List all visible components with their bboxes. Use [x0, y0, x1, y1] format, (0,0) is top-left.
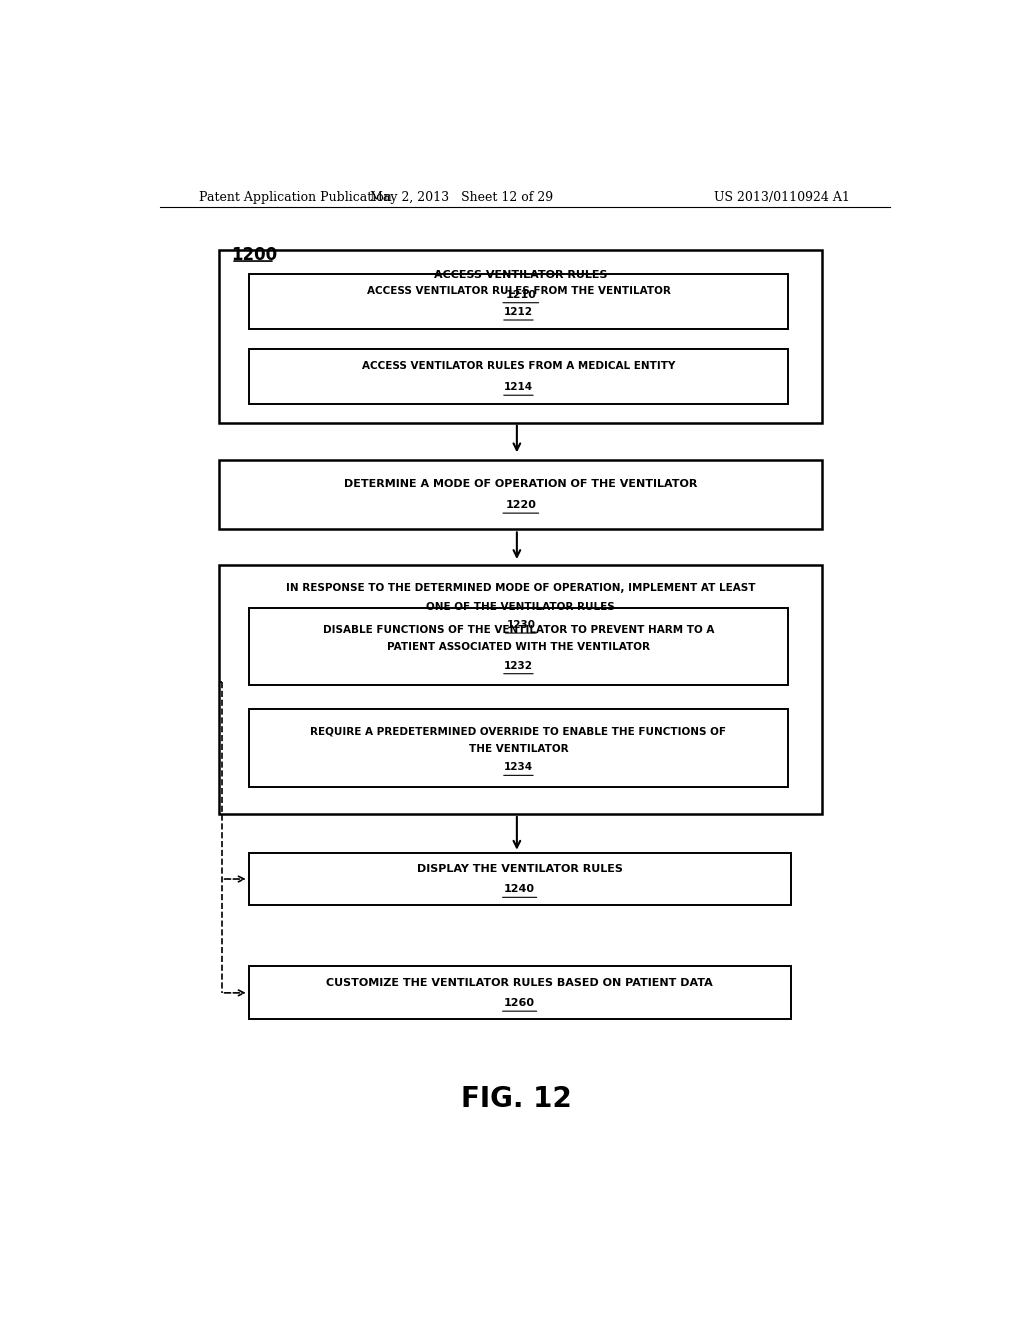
- FancyBboxPatch shape: [249, 350, 788, 404]
- Text: 1234: 1234: [504, 762, 534, 772]
- FancyBboxPatch shape: [249, 966, 791, 1019]
- Text: FIG. 12: FIG. 12: [462, 1085, 572, 1113]
- FancyBboxPatch shape: [219, 249, 822, 422]
- Text: 1240: 1240: [504, 884, 536, 894]
- Text: 1220: 1220: [506, 500, 537, 510]
- Text: DISABLE FUNCTIONS OF THE VENTILATOR TO PREVENT HARM TO A: DISABLE FUNCTIONS OF THE VENTILATOR TO P…: [323, 624, 714, 635]
- Text: 1230: 1230: [506, 620, 536, 630]
- Text: 1200: 1200: [231, 246, 278, 264]
- Text: DETERMINE A MODE OF OPERATION OF THE VENTILATOR: DETERMINE A MODE OF OPERATION OF THE VEN…: [344, 479, 697, 488]
- Text: ACCESS VENTILATOR RULES FROM A MEDICAL ENTITY: ACCESS VENTILATOR RULES FROM A MEDICAL E…: [361, 360, 675, 371]
- FancyBboxPatch shape: [249, 853, 791, 906]
- Text: IN RESPONSE TO THE DETERMINED MODE OF OPERATION, IMPLEMENT AT LEAST: IN RESPONSE TO THE DETERMINED MODE OF OP…: [286, 583, 756, 593]
- Text: May 2, 2013   Sheet 12 of 29: May 2, 2013 Sheet 12 of 29: [370, 190, 553, 203]
- Text: Patent Application Publication: Patent Application Publication: [200, 190, 392, 203]
- Text: THE VENTILATOR: THE VENTILATOR: [469, 744, 568, 754]
- FancyBboxPatch shape: [249, 275, 788, 329]
- Text: ACCESS VENTILATOR RULES: ACCESS VENTILATOR RULES: [434, 271, 607, 280]
- Text: 1214: 1214: [504, 381, 534, 392]
- Text: DISPLAY THE VENTILATOR RULES: DISPLAY THE VENTILATOR RULES: [417, 863, 623, 874]
- Text: ACCESS VENTILATOR RULES FROM THE VENTILATOR: ACCESS VENTILATOR RULES FROM THE VENTILA…: [367, 285, 671, 296]
- Text: REQUIRE A PREDETERMINED OVERRIDE TO ENABLE THE FUNCTIONS OF: REQUIRE A PREDETERMINED OVERRIDE TO ENAB…: [310, 726, 726, 737]
- FancyBboxPatch shape: [249, 709, 788, 787]
- FancyBboxPatch shape: [219, 565, 822, 814]
- Text: ONE OF THE VENTILATOR RULES: ONE OF THE VENTILATOR RULES: [426, 602, 615, 611]
- Text: 1232: 1232: [504, 660, 532, 671]
- Text: 1260: 1260: [504, 998, 536, 1008]
- FancyBboxPatch shape: [219, 461, 822, 529]
- Text: 1210: 1210: [506, 289, 537, 300]
- Text: PATIENT ASSOCIATED WITH THE VENTILATOR: PATIENT ASSOCIATED WITH THE VENTILATOR: [387, 643, 650, 652]
- FancyBboxPatch shape: [249, 607, 788, 685]
- Text: US 2013/0110924 A1: US 2013/0110924 A1: [715, 190, 850, 203]
- Text: CUSTOMIZE THE VENTILATOR RULES BASED ON PATIENT DATA: CUSTOMIZE THE VENTILATOR RULES BASED ON …: [327, 978, 713, 987]
- Text: 1212: 1212: [504, 306, 532, 317]
